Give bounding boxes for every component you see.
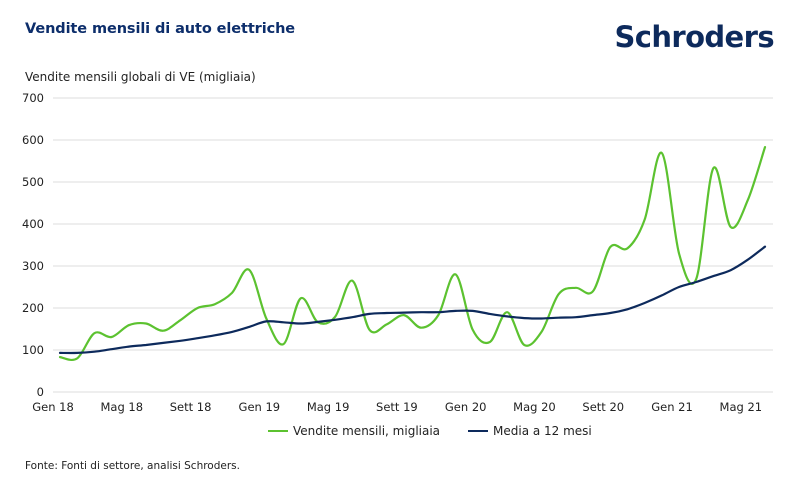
legend-item-12-month-average: Media a 12 mesi: [468, 424, 592, 438]
gridlines: [53, 97, 773, 393]
y-tick-labels: 0 100 200 300 400 500 600 700: [22, 91, 44, 399]
x-tick-label: Mag 19: [307, 400, 350, 414]
x-tick-label: Mag 18: [100, 400, 143, 414]
y-tick-label: 500: [22, 175, 44, 189]
y-tick-label: 0: [37, 385, 44, 399]
y-tick-label: 100: [22, 343, 44, 357]
y-tick-label: 700: [22, 91, 44, 105]
x-tick-label: Mag 21: [720, 400, 763, 414]
x-tick-label: Gen 21: [651, 400, 693, 414]
y-axis-label: Vendite mensili globali di VE (migliaia): [25, 70, 256, 84]
legend-item-monthly-sales: Vendite mensili, migliaia: [268, 424, 440, 438]
chart-title: Vendite mensili di auto elettriche: [25, 21, 296, 37]
line-chart: 0 100 200 300 400 500 600 700 Gen 18 Mag 18 Sett …: [22, 91, 773, 414]
y-tick-label: 300: [22, 259, 44, 273]
x-tick-label: Gen 20: [445, 400, 487, 414]
series-line-monthly-sales: [58, 146, 767, 362]
schroders-logo: Schroders: [614, 20, 774, 54]
x-tick-label: Mag 20: [513, 400, 556, 414]
legend-swatch-green: [268, 430, 288, 432]
x-tick-label: Sett 20: [582, 400, 624, 414]
y-tick-label: 400: [22, 217, 44, 231]
y-tick-label: 600: [22, 133, 44, 147]
source-note: Fonte: Fonti di settore, analisi Schrode…: [25, 460, 240, 472]
x-tick-label: Sett 19: [376, 400, 418, 414]
x-tick-label: Gen 18: [32, 400, 74, 414]
x-tick-labels: Gen 18 Mag 18 Sett 18 Gen 19 Mag 19 Sett 19 Ge…: [32, 400, 762, 414]
x-tick-label: Sett 18: [170, 400, 212, 414]
legend-label-monthly-sales: Vendite mensili, migliaia: [293, 424, 441, 438]
x-tick-label: Gen 19: [239, 400, 281, 414]
legend-label-12-month-average: Media a 12 mesi: [493, 424, 592, 438]
series-lines: [58, 146, 767, 362]
y-tick-label: 200: [22, 301, 44, 315]
legend-swatch-navy: [468, 430, 488, 432]
series-line-12-month-average: [58, 245, 767, 355]
